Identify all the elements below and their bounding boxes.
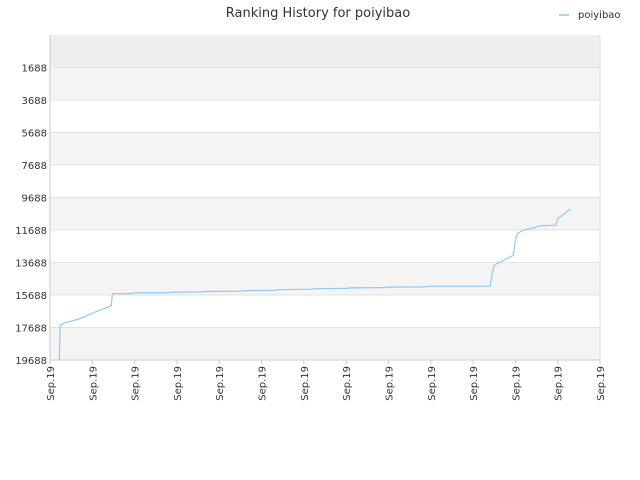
grid-bands — [50, 35, 600, 360]
y-tick-label: 19688 — [15, 356, 47, 367]
legend-label-poiyibao: poiyibao — [578, 10, 621, 21]
y-tick-label: 7688 — [22, 161, 47, 172]
x-tick-labels: Sep.19 Sep.19 Sep.19 Sep.19 Sep.19 Sep.19 Sep.… — [46, 360, 607, 401]
x-tick-label: Sep.19 — [258, 366, 269, 401]
y-tick-label: 15688 — [15, 291, 47, 302]
series-line-poiyibao — [58, 208, 571, 361]
x-tick-label: Sep.19 — [88, 366, 99, 401]
grid-band — [50, 197, 600, 230]
grid-band — [50, 100, 600, 133]
x-tick-label: Sep.19 — [554, 366, 565, 401]
grid-band — [50, 327, 600, 360]
grid-band — [50, 165, 600, 198]
x-tick-label: Sep.19 — [469, 366, 480, 401]
series-lines — [58, 208, 571, 361]
x-tick-label: Sep.19 — [46, 366, 57, 401]
legend: poiyibao — [559, 10, 621, 21]
y-tick-label: 1688 — [22, 64, 47, 75]
x-tick-label: Sep.19 — [342, 366, 353, 401]
x-tick-label: Sep.19 — [427, 366, 438, 401]
y-tick-label: 9688 — [22, 194, 47, 205]
grid-band — [50, 35, 600, 68]
y-tick-label: 3688 — [22, 96, 47, 107]
x-tick-label: Sep.19 — [596, 366, 607, 401]
y-tick-labels: 1688 3688 5688 7688 9688 11688 13688 15688 17688… — [15, 64, 47, 368]
y-tick-label: 17688 — [15, 324, 47, 335]
x-tick-label: Sep.19 — [384, 366, 395, 401]
grid-band — [50, 132, 600, 165]
y-tick-label: 13688 — [15, 259, 47, 270]
y-tick-label: 5688 — [22, 129, 47, 140]
x-tick-label: Sep.19 — [511, 366, 522, 401]
chart-title: Ranking History for poiyibao — [226, 6, 410, 21]
x-tick-label: Sep.19 — [173, 366, 184, 401]
x-tick-label: Sep.19 — [131, 366, 142, 401]
x-tick-label: Sep.19 — [300, 366, 311, 401]
y-tick-label: 11688 — [15, 226, 47, 237]
grid-band — [50, 230, 600, 263]
grid-band — [50, 67, 600, 100]
grid-band — [50, 262, 600, 295]
x-tick-label: Sep.19 — [215, 366, 226, 401]
grid-band — [50, 295, 600, 328]
